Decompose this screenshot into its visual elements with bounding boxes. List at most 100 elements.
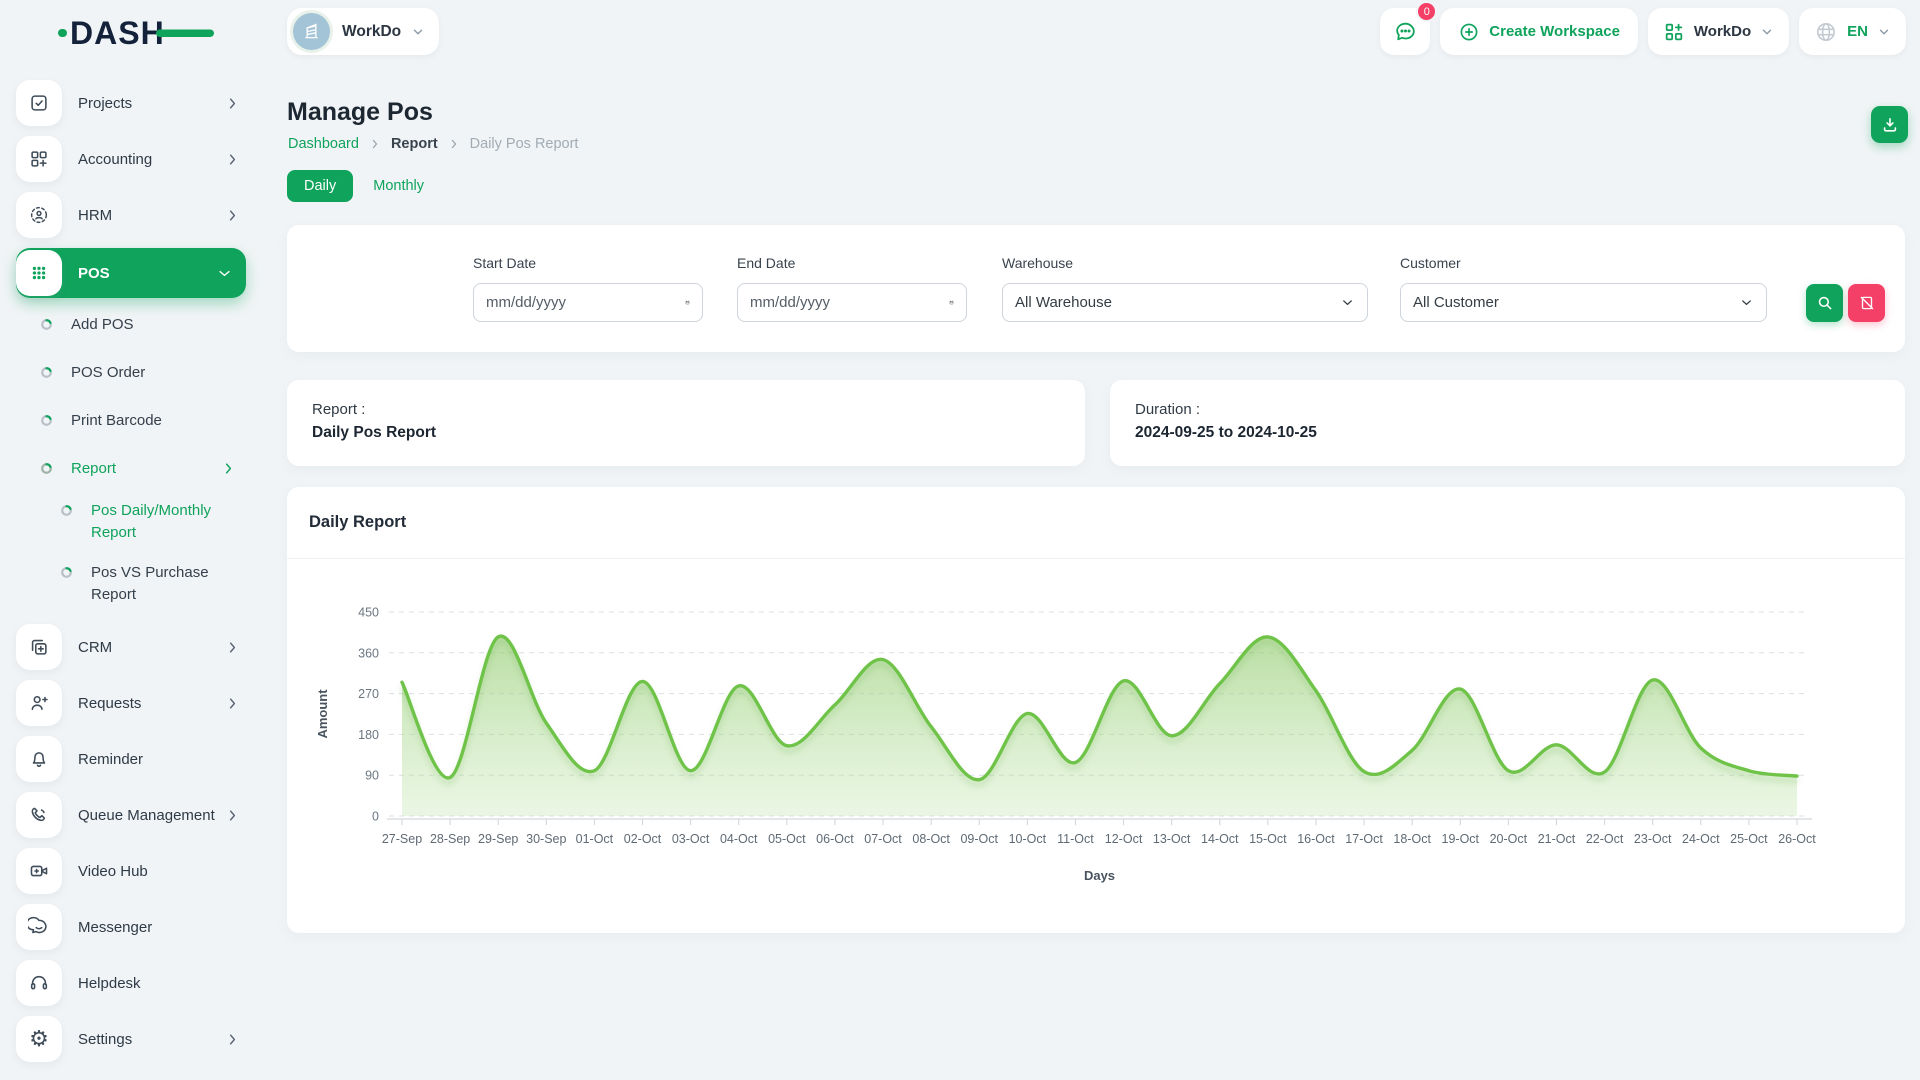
- sidebar-item-reminder[interactable]: Reminder: [16, 736, 246, 782]
- sidebar-item-helpdesk[interactable]: Helpdesk: [16, 960, 246, 1006]
- chart-area: [402, 636, 1797, 816]
- x-axis-tick-label: 18-Oct: [1393, 832, 1431, 846]
- workspace-selector[interactable]: WorkDo: [287, 8, 439, 55]
- sidebar-item-label: Projects: [78, 95, 225, 112]
- requests-icon: [16, 680, 62, 726]
- video-camera-icon: [16, 848, 62, 894]
- chevron-right-icon: [225, 1032, 240, 1047]
- customer-select[interactable]: All Customer: [1400, 283, 1767, 322]
- warehouse-selected-value: All Warehouse: [1015, 294, 1340, 311]
- sidebar-item-accounting[interactable]: Accounting: [16, 136, 246, 182]
- sidebar-item-requests[interactable]: Requests: [16, 680, 246, 726]
- report-summary-card: Report : Daily Pos Report: [287, 380, 1085, 466]
- dash-logo[interactable]: DASH: [58, 12, 218, 54]
- gear-icon: ⚙: [16, 1016, 62, 1062]
- app-menu-label: WorkDo: [1694, 23, 1751, 40]
- sidebar-subitem-add-pos[interactable]: Add POS: [16, 308, 246, 340]
- language-label: EN: [1847, 23, 1868, 40]
- reminder-bell-icon: [16, 736, 62, 782]
- y-axis-tick-label: 90: [365, 769, 379, 783]
- tab-monthly[interactable]: Monthly: [373, 178, 424, 194]
- sidebar-item-messenger[interactable]: Messenger: [16, 904, 246, 950]
- sidebar-subitem-print-barcode[interactable]: Print Barcode: [16, 404, 246, 436]
- start-date-field[interactable]: [473, 283, 703, 322]
- x-axis-tick-label: 19-Oct: [1442, 832, 1480, 846]
- chevron-down-icon: [1739, 295, 1754, 310]
- x-axis-title: Days: [1084, 868, 1115, 883]
- x-axis-tick-label: 26-Oct: [1778, 832, 1816, 846]
- language-selector[interactable]: EN: [1799, 8, 1906, 55]
- y-axis-tick-label: 270: [358, 687, 379, 701]
- start-date-label: Start Date: [473, 255, 536, 271]
- sidebar-subitem-pos-order[interactable]: POS Order: [16, 356, 246, 388]
- sidebar-item-projects[interactable]: Projects: [16, 80, 246, 126]
- hrm-icon: [16, 192, 62, 238]
- sidebar-item-queue-management[interactable]: Queue Management: [16, 792, 246, 838]
- breadcrumb-dashboard[interactable]: Dashboard: [288, 136, 359, 152]
- x-axis-tick-label: 11-Oct: [1057, 832, 1094, 846]
- svg-text:DASH: DASH: [70, 15, 165, 51]
- sidebar-subitem-pos-daily-monthly-report[interactable]: Pos Daily/Monthly Report: [16, 500, 246, 544]
- warehouse-select[interactable]: All Warehouse: [1002, 283, 1368, 322]
- download-button[interactable]: [1871, 106, 1908, 143]
- y-axis-title: Amount: [315, 689, 330, 739]
- x-axis-tick-label: 16-Oct: [1297, 832, 1335, 846]
- queue-phone-icon: [16, 792, 62, 838]
- chevron-down-icon: [217, 266, 232, 281]
- messages-button[interactable]: 0: [1380, 8, 1430, 55]
- create-workspace-button[interactable]: Create Workspace: [1440, 8, 1638, 55]
- chevron-right-icon: [448, 138, 460, 150]
- y-axis-tick-label: 180: [358, 728, 379, 742]
- chart-card-title: Daily Report: [309, 513, 406, 532]
- chevron-right-icon: [225, 152, 240, 167]
- customer-selected-value: All Customer: [1413, 294, 1739, 311]
- sidebar-item-pos[interactable]: POS: [16, 248, 246, 298]
- start-date-input[interactable]: [486, 294, 685, 311]
- sidebar-item-label: Accounting: [78, 151, 225, 168]
- sidebar-item-video-hub[interactable]: Video Hub: [16, 848, 246, 894]
- apply-filter-button[interactable]: [1806, 284, 1843, 322]
- x-axis-tick-label: 06-Oct: [816, 832, 854, 846]
- page-title: Manage Pos: [287, 98, 433, 127]
- bullet-icon: [40, 366, 53, 379]
- chevron-down-icon: [411, 25, 425, 39]
- duration-label: Duration :: [1135, 401, 1880, 418]
- x-axis-tick-label: 13-Oct: [1153, 832, 1191, 846]
- sidebar-subitem-pos-vs-purchase-report[interactable]: Pos VS Purchase Report: [16, 562, 246, 606]
- reset-filter-button[interactable]: [1848, 284, 1885, 322]
- chevron-right-icon: [225, 640, 240, 655]
- end-date-label: End Date: [737, 255, 795, 271]
- sidebar-item-crm[interactable]: CRM: [16, 624, 246, 670]
- sidebar-item-label: Reminder: [78, 751, 246, 768]
- sidebar-item-label: Messenger: [78, 919, 246, 936]
- warehouse-label: Warehouse: [1002, 255, 1073, 271]
- sidebar-subitem-report[interactable]: Report: [16, 452, 246, 484]
- breadcrumb-report[interactable]: Report: [391, 136, 438, 152]
- chevron-down-icon: [1877, 25, 1891, 39]
- projects-icon: [16, 80, 62, 126]
- breadcrumb: Dashboard Report Daily Pos Report: [288, 136, 578, 152]
- x-axis-tick-label: 24-Oct: [1682, 832, 1720, 846]
- x-axis-tick-label: 28-Sep: [430, 832, 470, 846]
- sidebar-item-label: Settings: [78, 1031, 225, 1048]
- pos-icon: [16, 250, 62, 296]
- chart-card-header: Daily Report: [287, 487, 1905, 559]
- sidebar-item-settings[interactable]: ⚙ Settings: [16, 1016, 246, 1062]
- helpdesk-headset-icon: [16, 960, 62, 1006]
- x-axis-tick-label: 07-Oct: [864, 832, 902, 846]
- breadcrumb-current: Daily Pos Report: [470, 136, 579, 152]
- sidebar-item-hrm[interactable]: HRM: [16, 192, 246, 238]
- download-icon: [1880, 115, 1900, 135]
- report-submenu: Pos Daily/Monthly Report Pos VS Purchase…: [16, 500, 246, 606]
- end-date-field[interactable]: [737, 283, 967, 322]
- x-axis-tick-label: 17-Oct: [1345, 832, 1383, 846]
- app-menu-button[interactable]: WorkDo: [1648, 8, 1789, 55]
- clear-filter-icon: [1858, 294, 1876, 312]
- x-axis-tick-label: 03-Oct: [672, 832, 710, 846]
- x-axis-tick-label: 12-Oct: [1105, 832, 1143, 846]
- x-axis-tick-label: 01-Oct: [576, 832, 614, 846]
- tab-daily[interactable]: Daily: [287, 170, 353, 202]
- y-axis-tick-label: 0: [372, 810, 379, 824]
- end-date-input[interactable]: [750, 294, 949, 311]
- sidebar-item-label: POS: [78, 265, 217, 282]
